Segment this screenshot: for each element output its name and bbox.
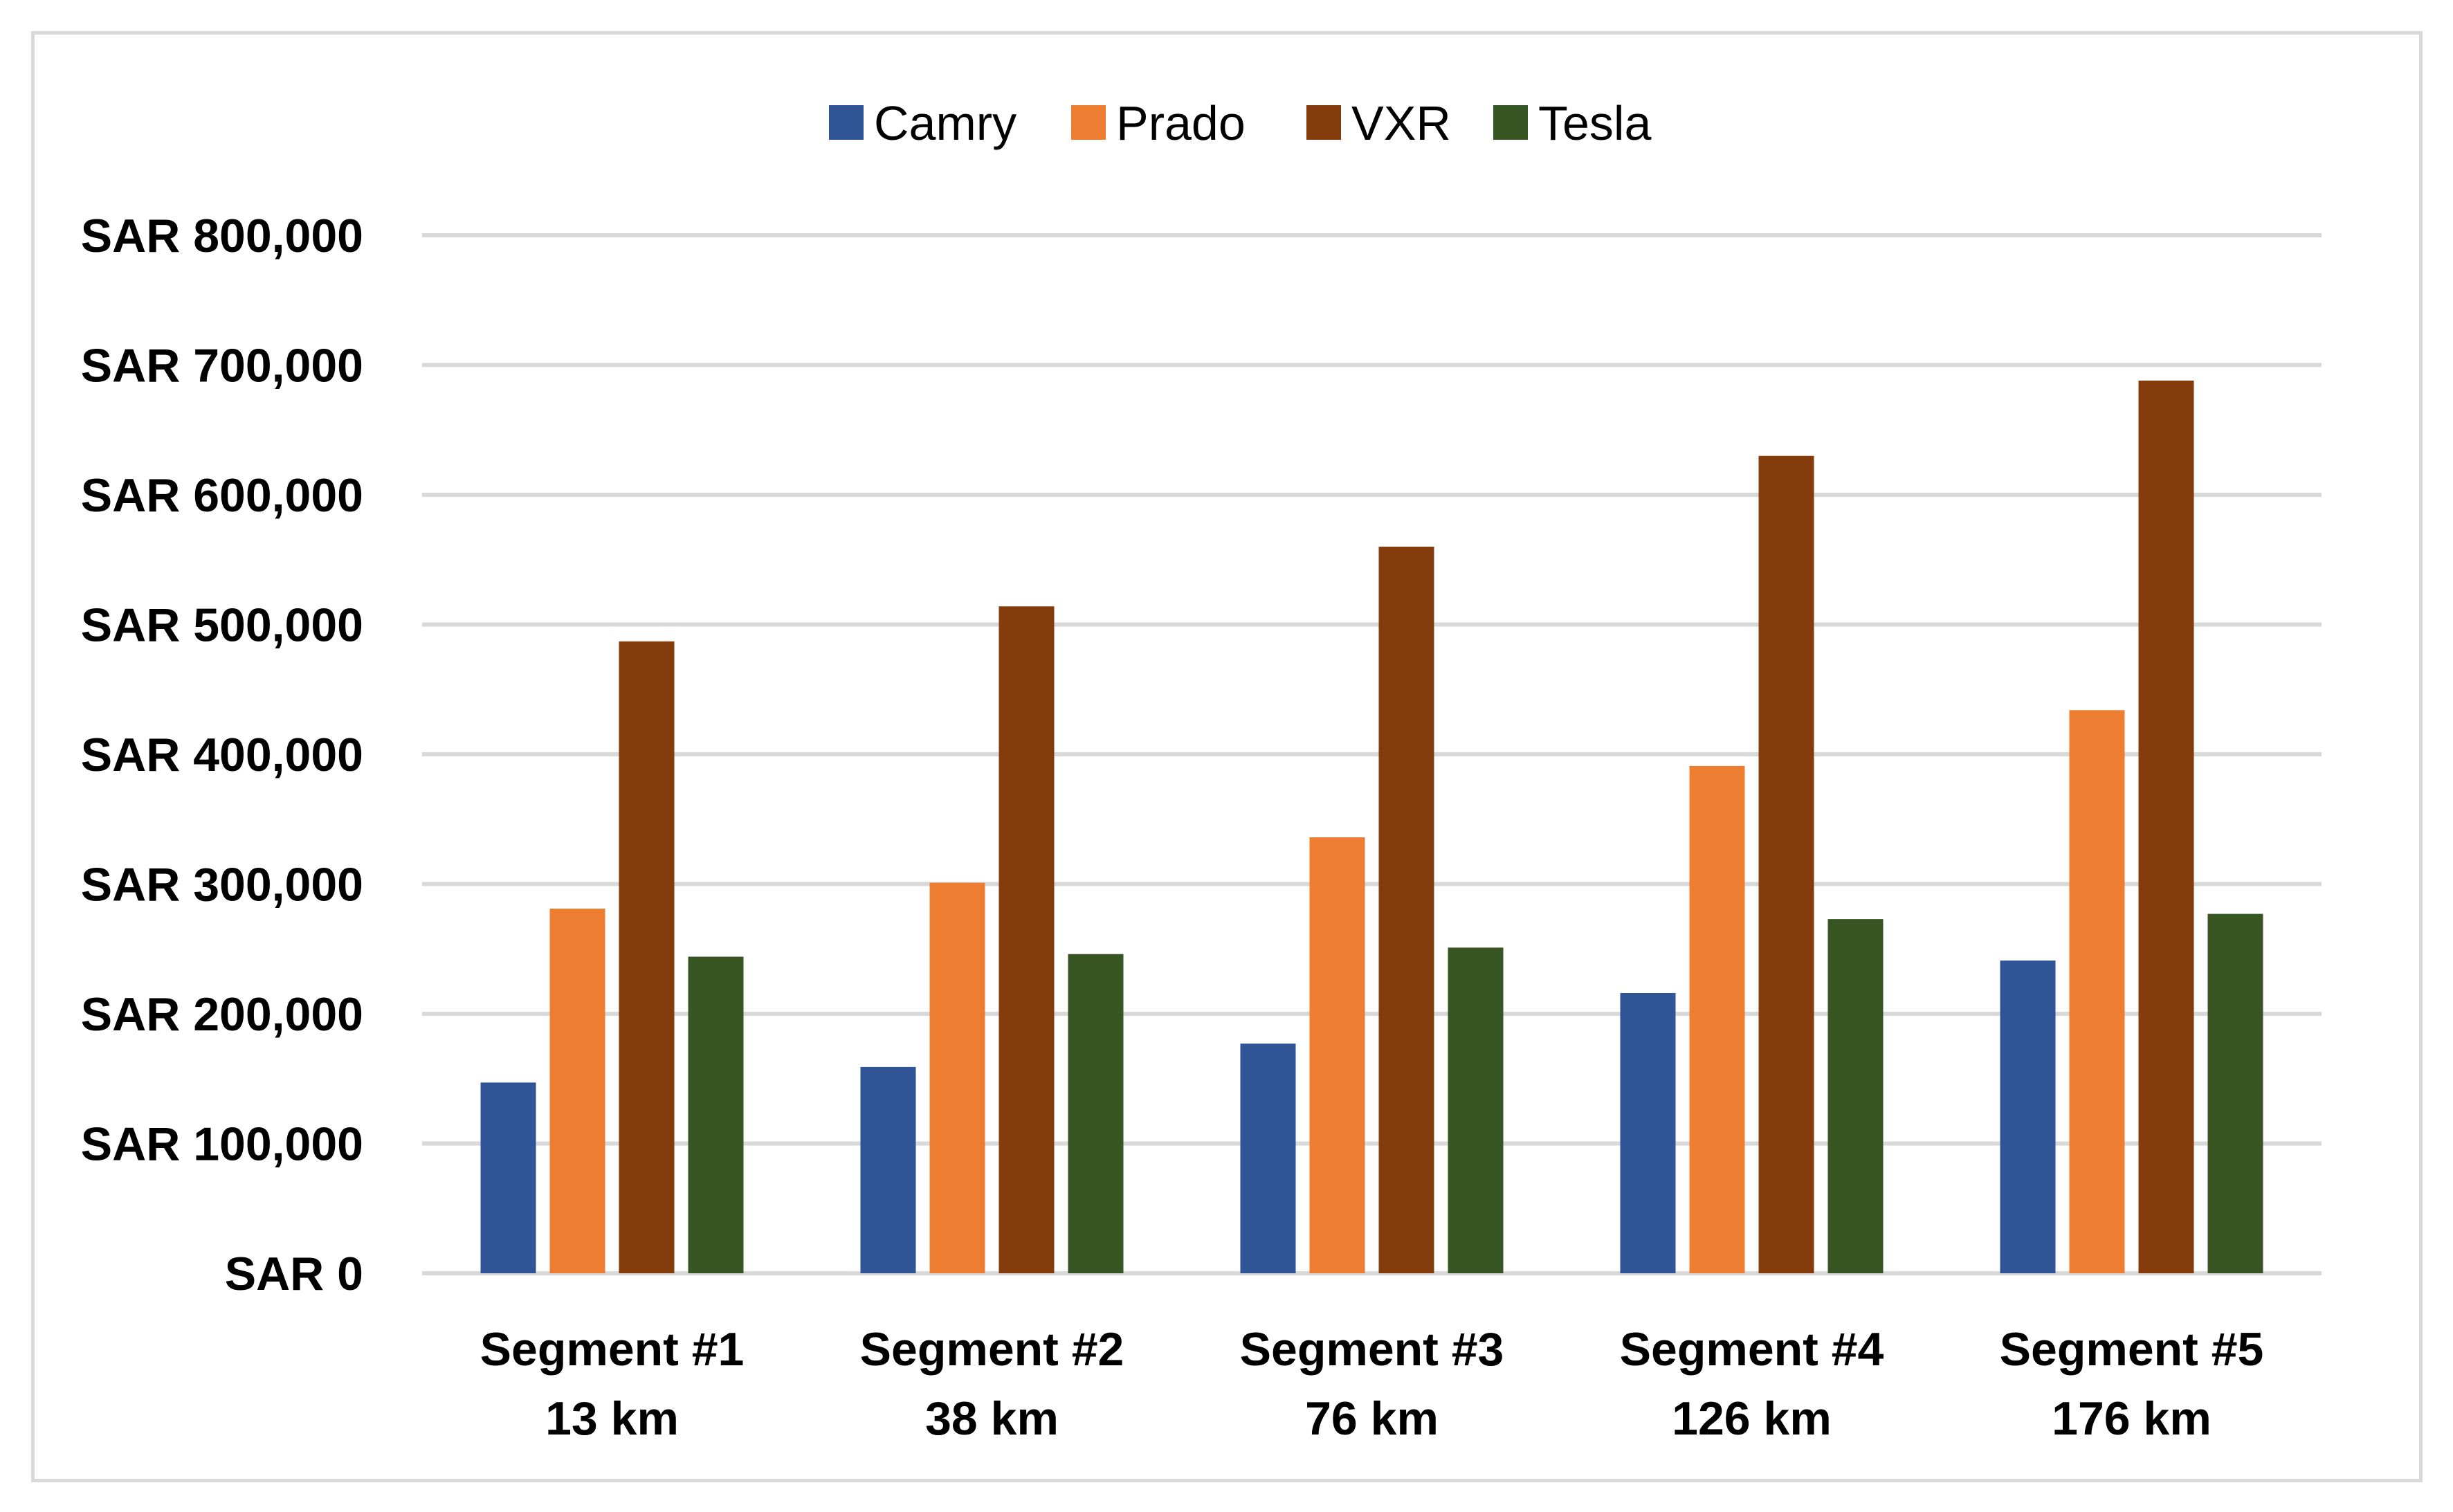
y-tick-label: SAR 500,000 (81, 599, 363, 652)
legend-label-camry: Camry (874, 96, 1016, 150)
chart-frame: Camry Prado VXR Tesla SAR 0 SAR 100,000 SAR 2… (31, 31, 2423, 1482)
bar-chart: Camry Prado VXR Tesla SAR 0 SAR 100,000 SAR 2… (81, 96, 2322, 1445)
bar-vxr-segment-3 (1378, 547, 1434, 1273)
bar-camry-segment-2 (860, 1066, 916, 1273)
x-tick-label: 38 km (925, 1392, 1059, 1445)
x-tick-label: 76 km (1305, 1392, 1439, 1445)
y-tick-label: SAR 600,000 (81, 469, 363, 522)
bar-tesla-segment-1 (688, 956, 744, 1273)
y-tick-label: SAR 800,000 (81, 210, 363, 262)
x-tick-label: 126 km (1672, 1392, 1832, 1445)
y-tick-label: SAR 200,000 (81, 988, 363, 1041)
y-tick-label: SAR 100,000 (81, 1118, 363, 1171)
legend-swatch-camry (829, 105, 864, 140)
bar-camry-segment-3 (1240, 1044, 1296, 1273)
x-axis: Segment #1 13 km Segment #2 38 km Segment #3… (480, 1323, 2264, 1445)
bar-prado-segment-4 (1689, 765, 1745, 1273)
bar-vxr-segment-1 (619, 641, 675, 1273)
x-tick-label: Segment #3 (1240, 1323, 1504, 1376)
y-tick-label: SAR 400,000 (81, 729, 363, 781)
bar-tesla-segment-2 (1068, 954, 1124, 1273)
x-tick-label: Segment #5 (2000, 1323, 2264, 1376)
bar-vxr-segment-5 (2138, 381, 2194, 1273)
bar-prado-segment-3 (1309, 837, 1365, 1273)
bar-camry-segment-4 (1620, 993, 1676, 1273)
x-tick-label: Segment #1 (480, 1323, 745, 1376)
x-tick-label: Segment #2 (860, 1323, 1124, 1376)
bars (480, 381, 2263, 1273)
x-tick-label: 176 km (2052, 1392, 2212, 1445)
legend-label-vxr: VXR (1351, 96, 1451, 150)
legend-label-tesla: Tesla (1538, 96, 1651, 150)
bar-tesla-segment-4 (1827, 919, 1884, 1273)
bar-tesla-segment-5 (2207, 913, 2263, 1273)
legend-swatch-prado (1071, 105, 1106, 140)
bar-prado-segment-2 (929, 882, 985, 1273)
bar-prado-segment-5 (2069, 710, 2125, 1273)
bar-camry-segment-5 (2000, 960, 2056, 1273)
y-tick-label: SAR 0 (225, 1248, 363, 1300)
x-tick-label: 13 km (545, 1392, 679, 1445)
x-tick-label: Segment #4 (1620, 1323, 1884, 1376)
y-axis: SAR 0 SAR 100,000 SAR 200,000 SAR 300,000 SA… (81, 210, 363, 1300)
legend: Camry Prado VXR Tesla (829, 96, 1651, 150)
bar-camry-segment-1 (480, 1082, 536, 1273)
bar-vxr-segment-4 (1758, 455, 1814, 1273)
y-tick-label: SAR 700,000 (81, 340, 363, 392)
legend-swatch-vxr (1306, 105, 1341, 140)
bar-prado-segment-1 (549, 909, 605, 1273)
legend-label-prado: Prado (1116, 96, 1246, 150)
legend-swatch-tesla (1493, 105, 1528, 140)
y-tick-label: SAR 300,000 (81, 859, 363, 911)
bar-tesla-segment-3 (1448, 947, 1504, 1273)
bar-vxr-segment-2 (998, 606, 1055, 1273)
